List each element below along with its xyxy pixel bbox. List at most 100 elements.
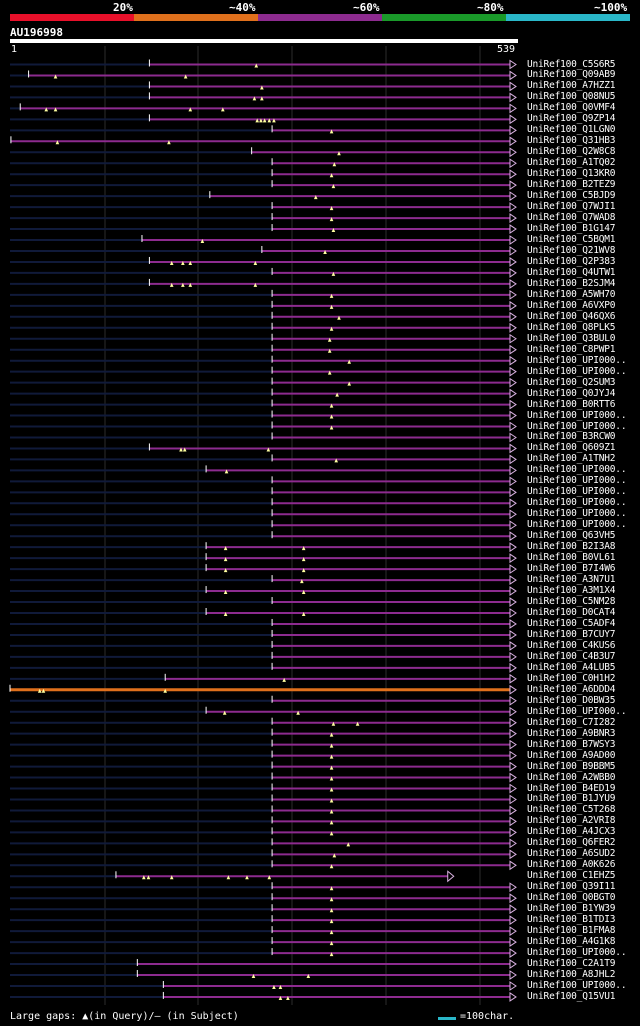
hit-label[interactable]: UniRef100_A1TNH2 bbox=[527, 453, 616, 465]
gap-marker bbox=[329, 743, 334, 748]
hit-label[interactable]: UniRef100_B0VL61 bbox=[527, 552, 616, 564]
hit-label[interactable]: UniRef100_UPI000.. bbox=[527, 497, 627, 509]
hit-label[interactable]: UniRef100_A9BNR3 bbox=[527, 727, 616, 739]
hit-label[interactable]: UniRef100_A9AD00 bbox=[527, 749, 616, 761]
hit-label[interactable]: UniRef100_C2A1T9 bbox=[527, 958, 616, 970]
hit-label[interactable]: UniRef100_Q15VU1 bbox=[527, 990, 616, 1002]
hit-label[interactable]: UniRef100_C0H1H2 bbox=[527, 672, 616, 684]
hit-label[interactable]: UniRef100_B4ED19 bbox=[527, 782, 616, 794]
hit-label[interactable]: UniRef100_UPI000.. bbox=[527, 979, 627, 991]
hit-label[interactable]: UniRef100_Q08NU5 bbox=[527, 91, 616, 103]
hit-label[interactable]: UniRef100_A2VRI8 bbox=[527, 815, 616, 827]
hit-label[interactable]: UniRef100_C5S6R5 bbox=[527, 58, 616, 70]
hit-label[interactable]: UniRef100_A7HZZ1 bbox=[527, 80, 616, 92]
hit-label[interactable]: UniRef100_Q2P383 bbox=[527, 255, 616, 267]
hit-label[interactable]: UniRef100_A4G1K8 bbox=[527, 936, 616, 948]
hit-label[interactable]: UniRef100_Q0VMF4 bbox=[527, 102, 616, 114]
hit-label[interactable]: UniRef100_C4KUS6 bbox=[527, 639, 616, 651]
hit-label[interactable]: UniRef100_UPI000.. bbox=[527, 420, 627, 432]
hit-label[interactable]: UniRef100_A3M1X4 bbox=[527, 585, 616, 597]
gap-marker bbox=[301, 568, 306, 573]
hit-label[interactable]: UniRef100_Q63VH5 bbox=[527, 530, 616, 542]
hit-label[interactable]: UniRef100_UPI000.. bbox=[527, 354, 627, 366]
hit-label[interactable]: UniRef100_Q6FER2 bbox=[527, 837, 616, 849]
hit-label[interactable]: UniRef100_Q7WAD8 bbox=[527, 212, 616, 224]
hit-label[interactable]: UniRef100_UPI000.. bbox=[527, 705, 627, 717]
hit-label[interactable]: UniRef100_B9BBM5 bbox=[527, 760, 616, 772]
hit-label[interactable]: UniRef100_A6SUD2 bbox=[527, 848, 616, 860]
hit-label[interactable]: UniRef100_Q7WJI1 bbox=[527, 201, 616, 213]
hit-label[interactable]: UniRef100_Q09AB9 bbox=[527, 69, 616, 81]
hit-label[interactable]: UniRef100_Q46QX6 bbox=[527, 310, 616, 322]
hit-label[interactable]: UniRef100_Q8PLK5 bbox=[527, 321, 616, 333]
hit-label[interactable]: UniRef100_C1EHZ5 bbox=[527, 870, 616, 882]
alignment-end-arrow bbox=[509, 147, 517, 158]
hit-label[interactable]: UniRef100_C5NM28 bbox=[527, 596, 616, 608]
hit-label[interactable]: UniRef100_A4LUB5 bbox=[527, 661, 616, 673]
hit-label[interactable]: UniRef100_Q21WV8 bbox=[527, 244, 616, 256]
hit-label[interactable]: UniRef100_B3RCW0 bbox=[527, 431, 616, 443]
hit-label[interactable]: UniRef100_UPI000.. bbox=[527, 486, 627, 498]
hit-label[interactable]: UniRef100_Q9ZP14 bbox=[527, 113, 616, 125]
alignment-end-arrow bbox=[509, 377, 517, 388]
gap-marker bbox=[329, 809, 334, 814]
hit-label[interactable]: UniRef100_B2SJM4 bbox=[527, 277, 616, 289]
hit-label[interactable]: UniRef100_Q39I11 bbox=[527, 881, 616, 893]
hit-label[interactable]: UniRef100_C5T268 bbox=[527, 804, 616, 816]
hit-label[interactable]: UniRef100_B0RTT6 bbox=[527, 398, 616, 410]
hit-label[interactable]: UniRef100_Q1LGN0 bbox=[527, 124, 616, 136]
hit-label[interactable]: UniRef100_A2WBB0 bbox=[527, 771, 616, 783]
hit-label[interactable]: UniRef100_B7WSY3 bbox=[527, 738, 616, 750]
hit-label[interactable]: UniRef100_B7I4W6 bbox=[527, 563, 616, 575]
hit-label[interactable]: UniRef100_B1TDI3 bbox=[527, 914, 616, 926]
hit-label[interactable]: UniRef100_Q31HB3 bbox=[527, 135, 616, 147]
hit-label[interactable]: UniRef100_Q609Z1 bbox=[527, 442, 616, 454]
hit-label[interactable]: UniRef100_B1G147 bbox=[527, 223, 616, 235]
hit-label[interactable]: UniRef100_UPI000.. bbox=[527, 475, 627, 487]
hit-label[interactable]: UniRef100_Q13KR0 bbox=[527, 168, 616, 180]
hit-label[interactable]: UniRef100_C5BQM1 bbox=[527, 234, 616, 246]
alignment-end-arrow bbox=[509, 662, 517, 673]
alignment-end-arrow bbox=[509, 388, 517, 399]
hit-label[interactable]: UniRef100_C5ADF4 bbox=[527, 617, 616, 629]
gap-marker bbox=[331, 228, 336, 233]
hit-label[interactable]: UniRef100_B2TEZ9 bbox=[527, 179, 616, 191]
hit-label[interactable]: UniRef100_C8PWP1 bbox=[527, 343, 616, 355]
hit-label[interactable]: UniRef100_UPI000.. bbox=[527, 519, 627, 531]
hit-label[interactable]: UniRef100_A4JCX3 bbox=[527, 826, 616, 838]
alignment-end-arrow bbox=[509, 992, 517, 1002]
hit-label[interactable]: UniRef100_Q0BGT0 bbox=[527, 892, 616, 904]
hit-label[interactable]: UniRef100_A6VXP0 bbox=[527, 299, 616, 311]
alignment-end-arrow bbox=[509, 717, 517, 728]
hit-label[interactable]: UniRef100_UPI000.. bbox=[527, 365, 627, 377]
hit-label[interactable]: UniRef100_A3N7U1 bbox=[527, 574, 616, 586]
alignment-end-arrow bbox=[509, 136, 517, 147]
hit-label[interactable]: UniRef100_B1JYU9 bbox=[527, 793, 616, 805]
hit-label[interactable]: UniRef100_C7I282 bbox=[527, 716, 616, 728]
hit-label[interactable]: UniRef100_D0BW35 bbox=[527, 694, 616, 706]
hit-label[interactable]: UniRef100_A5WH70 bbox=[527, 288, 616, 300]
hit-label[interactable]: UniRef100_B1YW39 bbox=[527, 903, 616, 915]
gap-marker bbox=[53, 74, 58, 79]
hit-label[interactable]: UniRef100_Q4UTW1 bbox=[527, 266, 616, 278]
hit-label[interactable]: UniRef100_B2I3A8 bbox=[527, 541, 616, 553]
hit-label[interactable]: UniRef100_D0CAT4 bbox=[527, 607, 616, 618]
hit-label[interactable]: UniRef100_A8JHL2 bbox=[527, 969, 616, 980]
hit-label[interactable]: UniRef100_Q0JYJ4 bbox=[527, 387, 616, 399]
hit-label[interactable]: UniRef100_A0K626 bbox=[527, 859, 616, 871]
hit-label[interactable]: UniRef100_Q2W8C8 bbox=[527, 146, 616, 158]
hit-label[interactable]: UniRef100_UPI000.. bbox=[527, 409, 627, 421]
hit-label[interactable]: UniRef100_B7CUY7 bbox=[527, 628, 616, 640]
hit-label[interactable]: UniRef100_A6DDD4 bbox=[527, 683, 616, 695]
hit-label[interactable]: UniRef100_UPI000.. bbox=[527, 464, 627, 476]
hit-label[interactable]: UniRef100_Q2SUM3 bbox=[527, 376, 616, 388]
hit-label[interactable]: UniRef100_B1FMA8 bbox=[527, 925, 616, 937]
hit-label[interactable]: UniRef100_UPI000.. bbox=[527, 508, 627, 520]
hit-label[interactable]: UniRef100_A1TQ02 bbox=[527, 157, 616, 169]
hit-label[interactable]: UniRef100_UPI000.. bbox=[527, 947, 627, 959]
gap-marker bbox=[260, 96, 264, 101]
hit-label[interactable]: UniRef100_Q3BUL0 bbox=[527, 332, 616, 344]
alignment-end-arrow bbox=[509, 619, 517, 629]
hit-label[interactable]: UniRef100_C5BJD9 bbox=[527, 190, 616, 202]
hit-label[interactable]: UniRef100_C4B3U7 bbox=[527, 650, 616, 662]
